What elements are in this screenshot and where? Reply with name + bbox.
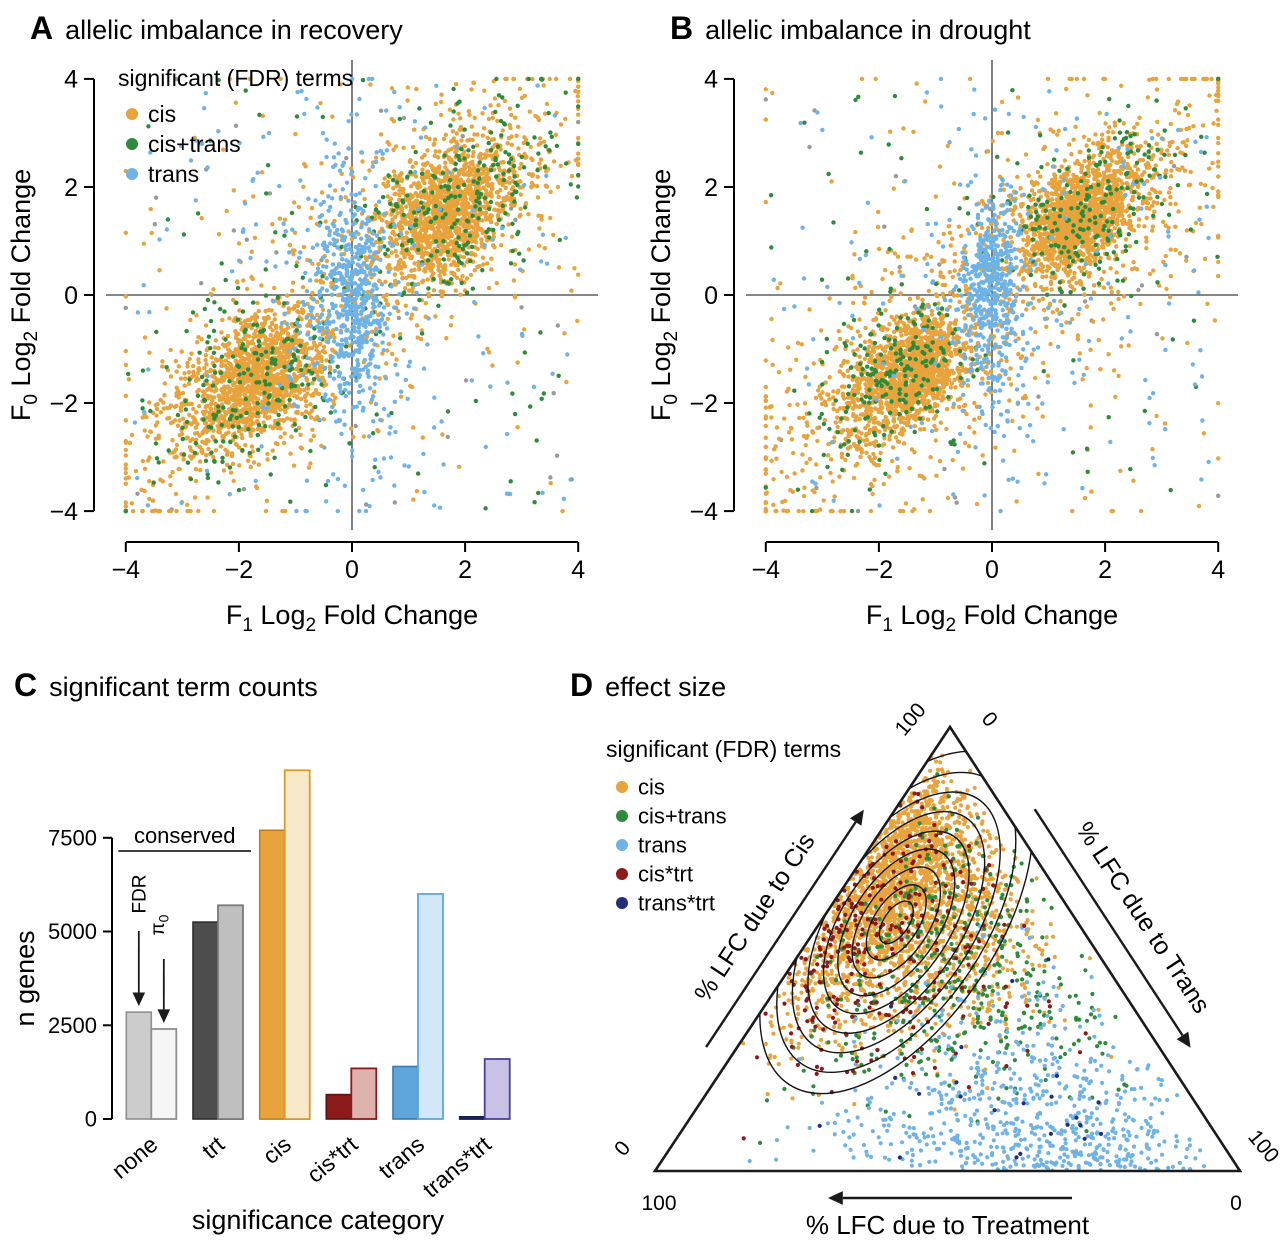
corner-label: 100 — [1243, 1126, 1280, 1168]
x-axis-label: F1 Log2 Fold Change — [866, 600, 1118, 636]
treatment-axis-label: % LFC due to Treatment — [806, 1210, 1090, 1240]
legend-dot-cis — [616, 781, 628, 793]
legend-dot-cis*trt — [616, 868, 628, 880]
svg-text:2: 2 — [64, 174, 78, 202]
legend-dot-trans*trt — [616, 897, 628, 909]
legend-title: significant (FDR) terms — [606, 736, 841, 762]
legend-title: significant (FDR) terms — [118, 65, 353, 91]
panel-c-letter: C — [14, 667, 38, 703]
svg-text:−2: −2 — [49, 390, 78, 418]
y-axis-label: F0 Log2 Fold Change — [6, 169, 42, 421]
panel-a-letter: A — [30, 10, 54, 46]
legend-label: trans — [148, 161, 199, 187]
y-axis-label: n genes — [10, 930, 40, 1026]
panel-b-header: B allelic imbalance in drought — [640, 0, 1280, 46]
legend: significant (FDR) terms cis cis+trans trans — [118, 65, 353, 187]
legend-label: trans — [638, 833, 687, 858]
corner-label: 100 — [891, 701, 931, 740]
panel-b: B allelic imbalance in drought −4 −4 −2 −2 0… — [640, 0, 1280, 657]
legend-label: cis+trans — [148, 131, 241, 157]
panel-a-header: A allelic imbalance in recovery — [0, 0, 640, 46]
panel-d-header: D effect size — [560, 657, 1280, 703]
legend: significant (FDR) terms cis cis+trans trans… — [606, 736, 841, 916]
panel-b-letter: B — [670, 10, 694, 46]
legend-label: trans*trt — [638, 891, 715, 916]
panel-a: A allelic imbalance in recovery −4 −4 −2 −2… — [0, 0, 640, 657]
panel-c-header: C significant term counts — [0, 657, 560, 703]
corner-label: 0 — [610, 1137, 635, 1161]
svg-text:2: 2 — [458, 556, 472, 584]
panel-d: D effect size 100 0 0 100 100 0% LFC due to C… — [560, 657, 1280, 1247]
axes: −4 −4 −2 −2 0 0 2 2 4 4 — [49, 66, 585, 584]
svg-text:0: 0 — [64, 282, 78, 310]
scatter-points — [763, 76, 1221, 514]
bars — [125, 769, 511, 1121]
svg-text:4: 4 — [571, 556, 585, 584]
panel-a-title: allelic imbalance in recovery — [65, 15, 403, 45]
panel-d-title: effect size — [605, 672, 727, 702]
svg-text:−4: −4 — [49, 498, 78, 526]
svg-text:−4: −4 — [112, 556, 141, 584]
svg-text:0: 0 — [345, 556, 359, 584]
trans-axis-label: % LFC due to Trans — [1070, 817, 1215, 1018]
x-axis-label: significance category — [192, 1205, 445, 1235]
scatter-points — [123, 76, 581, 514]
y-axis-label: F0 Log2 Fold Change — [646, 169, 682, 421]
svg-text:4: 4 — [64, 66, 78, 94]
top-row: A allelic imbalance in recovery −4 −4 −2 −2… — [0, 0, 1280, 657]
panel-c-title: significant term counts — [49, 672, 318, 702]
legend-label: cis+trans — [638, 804, 727, 829]
legend-label: cis — [148, 101, 176, 127]
scatter-plot-recovery: −4 −4 −2 −2 0 0 2 2 4 4 F1 Log2 Fold Change F0 Log2… — [6, 60, 598, 636]
panel-b-title: allelic imbalance in drought — [705, 15, 1031, 45]
legend-dot-cis — [126, 108, 138, 120]
corner-label: 0 — [977, 708, 1002, 732]
svg-text:−2: −2 — [225, 556, 254, 584]
legend-dot-cis+trans — [616, 810, 628, 822]
corner-label: 0 — [1230, 1192, 1242, 1215]
ternary-frame — [652, 724, 1243, 1173]
panel-d-letter: D — [570, 667, 594, 703]
bottom-row: C significant term counts 0 2500 5000 7500 n… — [0, 657, 1280, 1247]
legend-dot-cis+trans — [126, 138, 138, 150]
panel-c: C significant term counts 0 2500 5000 7500 n… — [0, 657, 560, 1247]
legend-label: cis — [638, 775, 665, 800]
legend-dot-trans — [126, 168, 138, 180]
x-axis-label: F1 Log2 Fold Change — [226, 600, 478, 636]
legend-label: cis*trt — [638, 862, 693, 887]
legend-dot-trans — [616, 839, 628, 851]
corner-label: 100 — [641, 1192, 676, 1215]
